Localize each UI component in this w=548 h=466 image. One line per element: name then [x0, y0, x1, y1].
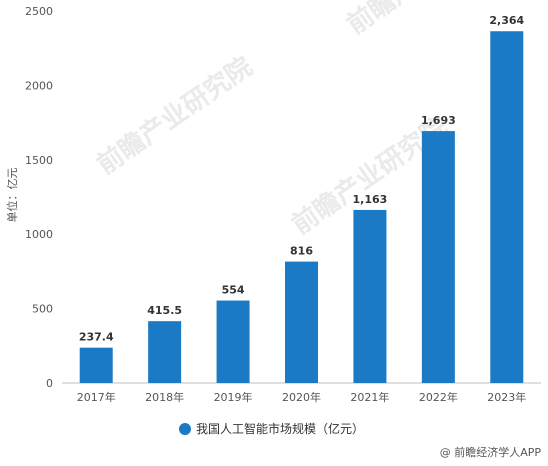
- legend: 我国人工智能市场规模（亿元）: [179, 421, 364, 436]
- data-label: 2,364: [489, 14, 524, 27]
- data-label: 237.4: [79, 331, 114, 344]
- x-tick-label: 2023年: [487, 390, 526, 404]
- data-label: 554: [222, 284, 245, 297]
- y-tick-label: 1000: [25, 228, 53, 241]
- legend-marker: [179, 423, 191, 435]
- x-tick-label: 2021年: [350, 390, 389, 404]
- y-axis-ticks: 0 500 1000 1500 2000 2500: [25, 5, 53, 390]
- y-tick-label: 1500: [25, 154, 53, 167]
- x-tick-label: 2018年: [145, 390, 184, 404]
- bar: [490, 31, 524, 384]
- bar: [285, 261, 318, 383]
- x-tick-label: 2022年: [419, 390, 458, 404]
- x-axis-ticks: 2017年 2018年 2019年 2020年 2021年 2022年 2023年: [77, 390, 527, 404]
- bar: [79, 347, 113, 383]
- data-label: 415.5: [147, 304, 182, 317]
- y-tick-label: 2500: [25, 5, 53, 18]
- bar: [353, 209, 387, 383]
- legend-label: 我国人工智能市场规模（亿元）: [196, 421, 364, 436]
- y-tick-label: 2000: [25, 79, 53, 92]
- y-tick-label: 500: [32, 303, 53, 316]
- x-tick-label: 2017年: [77, 390, 116, 404]
- y-tick-label: 0: [46, 377, 53, 390]
- bar: [148, 321, 182, 383]
- y-axis-label: 单位：亿元: [5, 168, 19, 223]
- bar: [216, 300, 250, 383]
- data-label: 1,163: [353, 193, 388, 206]
- watermark: 前瞻产业研究院: [91, 51, 258, 181]
- bar: [421, 131, 455, 383]
- data-label: 1,693: [421, 114, 456, 127]
- watermark: 前瞻产业研究院: [341, 0, 508, 41]
- x-tick-label: 2019年: [214, 390, 253, 404]
- x-tick-label: 2020年: [282, 390, 321, 404]
- bars-group: [79, 31, 524, 384]
- data-label: 816: [290, 245, 313, 258]
- data-labels-group: 237.4 415.5 554 816 1,163 1,693 2,364: [79, 14, 525, 343]
- source-credit: @ 前瞻经济学人APP: [440, 445, 542, 459]
